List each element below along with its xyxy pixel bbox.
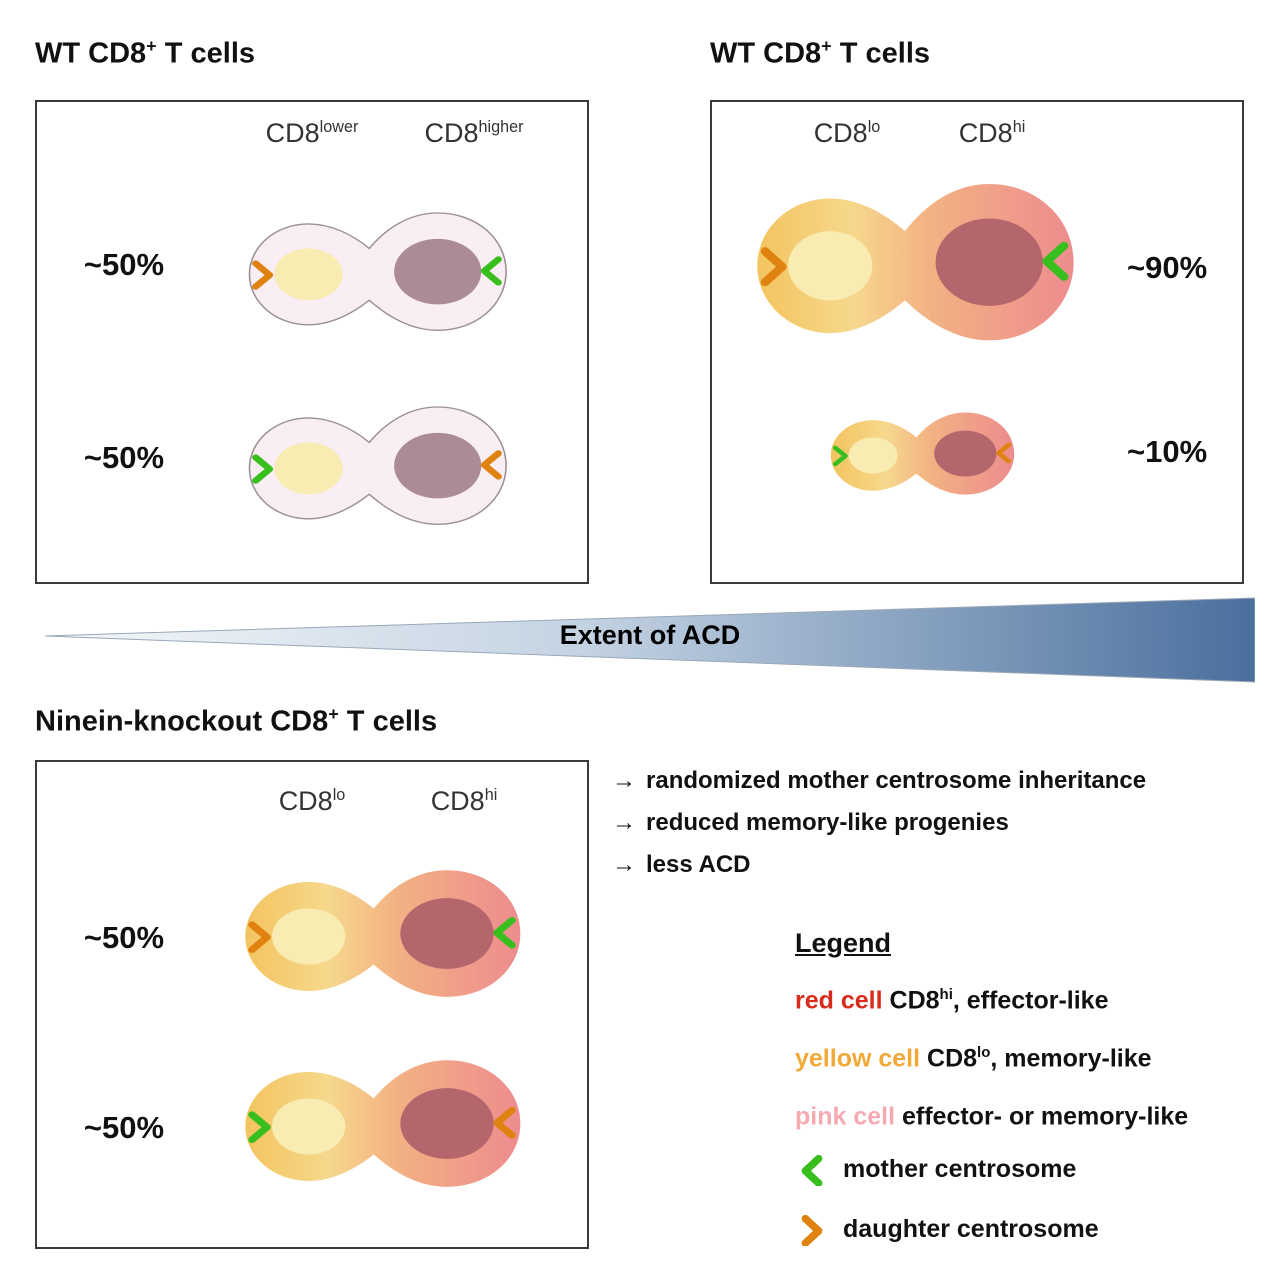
cd8hi-nucleus — [935, 218, 1043, 306]
arrow-bullet-icon: → — [612, 767, 636, 794]
panel-title-wt-colored: WT CD8+ T cells — [710, 36, 930, 71]
cd8lo-nucleus — [788, 231, 873, 301]
title-tail: T cells — [338, 705, 438, 738]
column-label-cd8-hi: CD8hi — [917, 118, 1067, 149]
column-label-cd8-higher: CD8higher — [389, 118, 559, 149]
legend-mid: CD8 — [920, 1044, 978, 1073]
chevron-shape — [801, 1154, 823, 1186]
legend-item-daughter-centrosome: daughter centrosome — [795, 1212, 1099, 1246]
legend-mid: effector- or memory-like — [895, 1102, 1189, 1131]
title-sup: + — [146, 36, 157, 56]
cd8hi-nucleus — [394, 432, 482, 499]
panel-wt-pale: CD8lower CD8higher ~50% ~50% — [35, 100, 589, 584]
acd-axis-label: Extent of ACD — [559, 620, 741, 650]
cell-pair-wt-colored-minor — [830, 412, 1015, 495]
mother-centrosome-icon — [801, 1154, 823, 1186]
label-base: CD8 — [278, 786, 333, 816]
daughter-centrosome-icon — [801, 1214, 823, 1246]
note-reduced-memory: → reduced memory-like progenies — [612, 802, 1262, 844]
label-base: CD8 — [430, 786, 485, 816]
panel-title-wt-pale: WT CD8+ T cells — [35, 36, 255, 71]
percent-label: ~50% — [83, 920, 165, 955]
percent-label: ~10% — [1127, 434, 1208, 469]
label-sup: hi — [484, 786, 498, 804]
column-label-cd8-lower: CD8lower — [232, 118, 392, 149]
title-sup: + — [821, 36, 832, 56]
cell-pair-wt-pale-1 — [248, 212, 507, 332]
cd8hi-nucleus — [394, 238, 482, 305]
cell-pair-ninein-1 — [245, 870, 521, 997]
cell-pair-wt-pale-2 — [248, 406, 507, 526]
percent-label: ~90% — [1127, 250, 1208, 285]
panel-wt-colored: CD8lo CD8hi ~90% ~10% — [710, 100, 1244, 584]
legend-term: red cell — [795, 986, 883, 1015]
label-sup: hi — [1012, 118, 1026, 136]
cd8lo-nucleus — [848, 437, 898, 474]
label-base: CD8 — [813, 118, 868, 148]
cd8lo-nucleus — [274, 248, 343, 301]
cd8lo-nucleus — [272, 1098, 346, 1155]
cd8lo-nucleus — [272, 908, 346, 965]
note-text: randomized mother centrosome inheritance — [646, 767, 1147, 794]
legend-item-yellow-cell: yellow cell CD8lo, memory-like — [795, 1044, 1152, 1073]
acd-extent-axis: Extent of ACD — [44, 594, 1256, 686]
column-label-cd8-lo: CD8lo — [237, 786, 387, 817]
title-sup: + — [328, 704, 339, 724]
cell-pair-ninein-2 — [245, 1060, 521, 1187]
column-label-cd8-lo: CD8lo — [772, 118, 922, 149]
legend-item-mother-centrosome: mother centrosome — [795, 1152, 1076, 1186]
note-randomized-inheritance: → randomized mother centrosome inheritanc… — [612, 760, 1262, 802]
legend-sup: lo — [977, 1044, 991, 1061]
arrow-bullet-icon: → — [612, 851, 636, 878]
legend-item-pink-cell: pink cell effector- or memory-like — [795, 1102, 1188, 1131]
title-base: WT CD8 — [710, 37, 822, 70]
arrow-bullet-icon: → — [612, 809, 636, 836]
cell-pair-wt-colored-major — [757, 184, 1074, 341]
legend-title: Legend — [795, 928, 892, 958]
legend-label: mother centrosome — [843, 1154, 1077, 1183]
cd8lo-nucleus — [274, 442, 343, 495]
title-tail: T cells — [831, 37, 930, 70]
knockout-consequences-notes: → randomized mother centrosome inheritanc… — [612, 760, 1262, 886]
label-base: CD8 — [265, 118, 320, 148]
note-text: reduced memory-like progenies — [646, 809, 1009, 836]
legend-label: daughter centrosome — [843, 1214, 1099, 1243]
legend-tail: , effector-like — [952, 986, 1109, 1015]
panel-ninein-knockout: CD8lo CD8hi ~50% ~50% — [35, 760, 589, 1249]
cd8hi-nucleus — [400, 898, 494, 969]
legend-term: pink cell — [795, 1102, 896, 1131]
title-base: Ninein-knockout CD8 — [35, 705, 329, 738]
legend-item-red-cell: red cell CD8hi, effector-like — [795, 986, 1108, 1015]
percent-label: ~50% — [83, 247, 165, 282]
label-sup: lo — [867, 118, 881, 136]
legend-tail: , memory-like — [990, 1044, 1152, 1073]
legend-mid: CD8 — [882, 986, 940, 1015]
legend-sup: hi — [939, 986, 953, 1003]
label-base: CD8 — [958, 118, 1013, 148]
chevron-shape — [801, 1214, 823, 1246]
cd8hi-nucleus — [400, 1088, 494, 1159]
label-sup: lower — [319, 118, 359, 136]
title-base: WT CD8 — [35, 37, 147, 70]
label-sup: lo — [332, 786, 346, 804]
legend-term: yellow cell — [795, 1044, 921, 1073]
title-tail: T cells — [156, 37, 255, 70]
note-text: less ACD — [646, 851, 751, 878]
note-less-acd: → less ACD — [612, 844, 1262, 886]
cd8hi-nucleus — [934, 430, 997, 477]
percent-label: ~50% — [83, 440, 165, 475]
label-sup: higher — [478, 118, 524, 136]
column-label-cd8-hi: CD8hi — [389, 786, 539, 817]
label-base: CD8 — [424, 118, 479, 148]
percent-label: ~50% — [83, 1110, 165, 1145]
panel-title-ninein-knockout: Ninein-knockout CD8+ T cells — [35, 704, 437, 739]
